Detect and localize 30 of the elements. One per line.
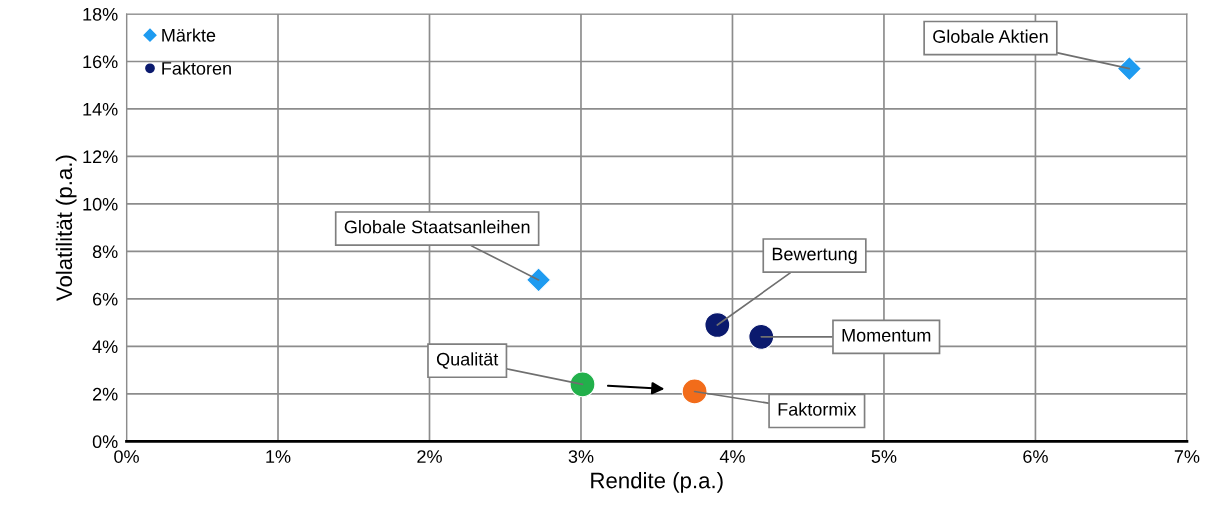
y-tick-label: 4% [92, 340, 118, 354]
y-tick-label: 6% [93, 292, 118, 306]
legend-label: Faktoren [162, 61, 231, 75]
annotation: Globale Aktien [933, 29, 1048, 43]
y-tick-label: 0% [92, 435, 118, 449]
y-tick-label: 18% [83, 7, 118, 21]
y-tick-label: 10% [83, 197, 118, 211]
x-tick-label: 3% [568, 450, 594, 463]
y-tick-label: 2% [93, 387, 118, 401]
y-tick-label: 12% [83, 150, 118, 164]
x-axis-title: Rendite (p.a.) [591, 472, 723, 493]
annotation: Bewertung [772, 247, 857, 264]
x-tick-label: 6% [1023, 450, 1048, 463]
x-tick-label: 0% [114, 450, 139, 463]
annotation: Qualität [436, 352, 499, 369]
x-tick-label: 4% [719, 450, 745, 463]
x-tick-label: 7% [1174, 450, 1200, 463]
x-tick-label: 5% [871, 450, 897, 463]
annotation: Faktormix [778, 402, 857, 416]
point [1116, 56, 1142, 82]
y-axis-title: Volatilität (p.a.) [55, 155, 77, 302]
x-tick-label: 2% [417, 450, 442, 463]
point [525, 267, 552, 293]
y-tick-label: 14% [83, 102, 118, 116]
annotation: Momentum [842, 329, 931, 342]
y-tick-label: 16% [83, 55, 118, 69]
legend-label: Märkte [162, 28, 216, 42]
y-tick-label: 8% [92, 245, 118, 259]
x-tick-label: 1% [266, 450, 291, 463]
annotation: Globale Staatsanleihen [344, 220, 530, 234]
